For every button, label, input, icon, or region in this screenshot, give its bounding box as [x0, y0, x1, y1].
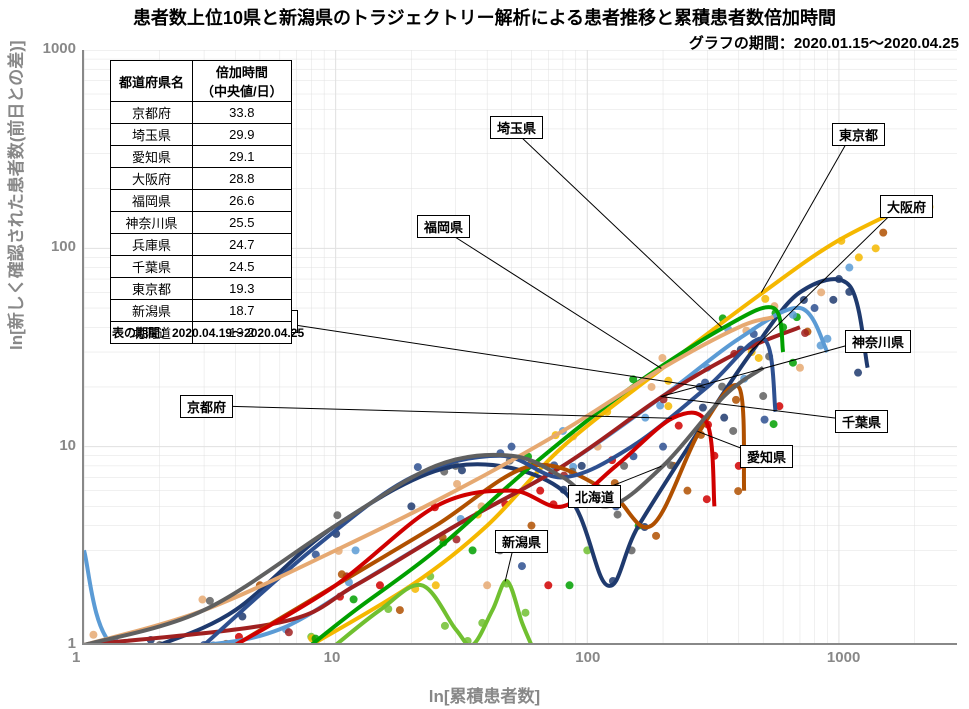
trend-福岡県: [84, 317, 774, 643]
callout-千葉県: 千葉県: [835, 410, 888, 433]
callout-東京都: 東京都: [832, 123, 885, 146]
callout-京都府: 京都府: [180, 395, 233, 418]
y-tick-label: 1000: [43, 40, 76, 57]
table-row: 福岡県26.6: [111, 190, 292, 212]
table-row: 埼玉県29.9: [111, 124, 292, 146]
table-row: 新潟県18.7: [111, 300, 292, 322]
x-tick-label: 100: [575, 649, 600, 666]
y-tick-label: 100: [51, 238, 76, 255]
table-header: 都道府県名: [111, 61, 193, 102]
table-row: 神奈川県25.5: [111, 212, 292, 234]
table-row: 兵庫県24.7: [111, 234, 292, 256]
callout-北海道: 北海道: [568, 485, 621, 508]
table-row: 京都府33.8: [111, 102, 292, 124]
chart-container: 患者数上位10県と新潟県のトラジェクトリー解析による患者推移と累積患者数倍加時間…: [0, 0, 969, 709]
y-tick-label: 1: [68, 635, 76, 652]
table-header: 倍加時間（中央値/日）: [193, 61, 292, 102]
x-tick-label: 1000: [827, 649, 860, 666]
table-row: 大阪府28.8: [111, 168, 292, 190]
table-row: 愛知県29.1: [111, 146, 292, 168]
table-row: 東京都19.3: [111, 278, 292, 300]
trend-愛知県: [236, 385, 745, 643]
y-axis-label: ln[新しく確認された患者数(前日との差)]: [2, 40, 27, 350]
callout-福岡県: 福岡県: [417, 215, 470, 238]
doubling-time-table: 都道府県名倍加時間（中央値/日）京都府33.8埼玉県29.9愛知県29.1大阪府…: [110, 60, 292, 344]
y-tick-label: 10: [59, 437, 76, 454]
callout-埼玉県: 埼玉県: [490, 116, 543, 139]
callout-新潟県: 新潟県: [495, 530, 548, 553]
callout-大阪府: 大阪府: [880, 195, 933, 218]
table-row: 千葉県24.5: [111, 256, 292, 278]
chart-title: 患者数上位10県と新潟県のトラジェクトリー解析による患者推移と累積患者数倍加時間: [0, 4, 969, 30]
callout-神奈川県: 神奈川県: [845, 330, 911, 353]
callout-愛知県: 愛知県: [740, 445, 793, 468]
x-tick-label: 10: [324, 649, 341, 666]
x-axis-label: ln[累積患者数]: [0, 682, 969, 707]
table-caption: 表の期間：2020.04.19～2020.04.25: [112, 324, 304, 341]
